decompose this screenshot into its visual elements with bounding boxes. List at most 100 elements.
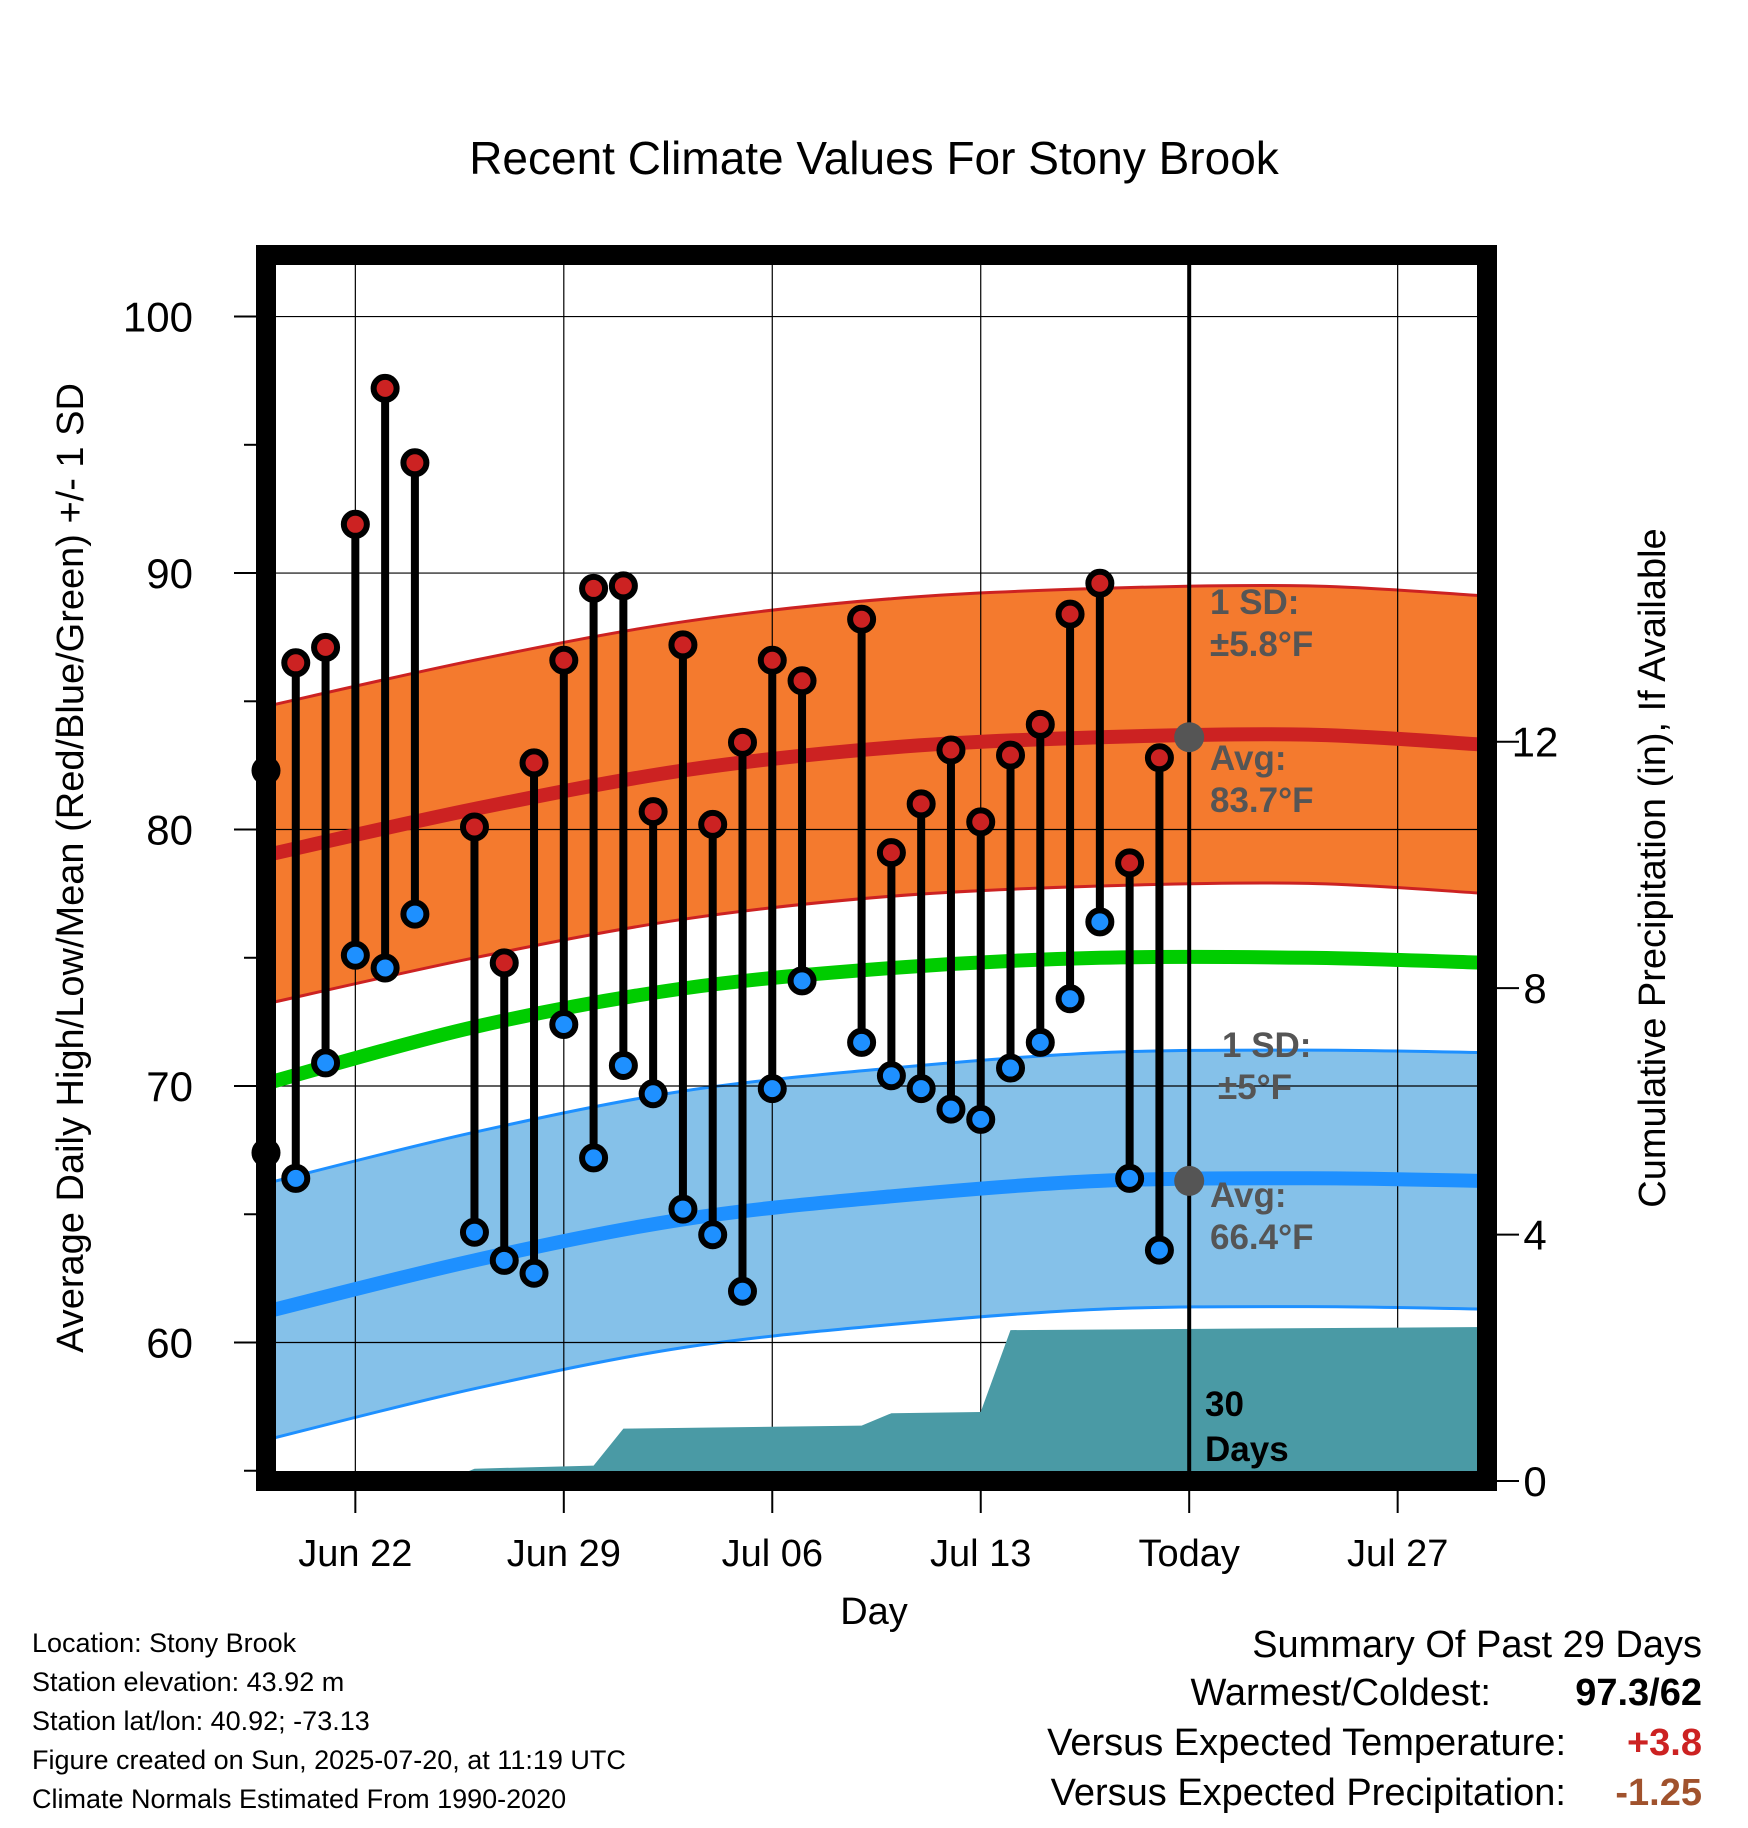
daily-high-point-jun-26 bbox=[459, 812, 489, 842]
y-tick-label-60: 60 bbox=[146, 1319, 193, 1366]
low-sd-value: ±5°F bbox=[1218, 1068, 1292, 1107]
daily-high-point-jun-24 bbox=[400, 448, 430, 478]
daily-low-point-jun-23 bbox=[370, 953, 400, 983]
precip-days-count: 30 bbox=[1205, 1385, 1244, 1424]
normal-high-line bbox=[264, 727, 1488, 863]
y2-tick-label-12: 12 bbox=[1512, 719, 1559, 766]
daily-low-point-jul-13 bbox=[966, 1104, 996, 1134]
low-sd-band-lower-edge bbox=[265, 1305, 1488, 1442]
summary-heading: Summary Of Past 29 Days bbox=[1252, 1624, 1702, 1666]
daily-low-point-jun-26 bbox=[459, 1217, 489, 1247]
daily-high-point-jul-17 bbox=[1085, 568, 1115, 598]
daily-low-point-jun-30 bbox=[579, 1143, 609, 1173]
y-tick-label-70: 70 bbox=[146, 1063, 193, 1110]
daily-high-point-jun-23 bbox=[370, 373, 400, 403]
info-created: Figure created on Sun, 2025-07-20, at 11… bbox=[32, 1745, 626, 1775]
summary-warmest-value: 97.3/62 bbox=[1575, 1672, 1702, 1714]
low-avg-label: Avg: bbox=[1210, 1176, 1286, 1215]
summary-warmest-label: Warmest/Coldest: bbox=[1190, 1672, 1491, 1714]
daily-high-point-jun-22 bbox=[340, 509, 370, 539]
daily-low-point-jul-11 bbox=[906, 1074, 936, 1104]
daily-high-point-jul-13 bbox=[966, 807, 996, 837]
daily-high-point-jul-10 bbox=[876, 838, 906, 868]
info-elevation: Station elevation: 43.92 m bbox=[32, 1667, 345, 1697]
y-tick-label-90: 90 bbox=[146, 550, 193, 597]
daily-high-point-jun-29 bbox=[549, 645, 579, 675]
y2-tick-label-8: 8 bbox=[1523, 965, 1546, 1012]
daily-high-point-jun-20 bbox=[281, 648, 311, 678]
daily-low-point-jul-02 bbox=[638, 1079, 668, 1109]
cumulative-precipitation-area bbox=[266, 1327, 1487, 1481]
daily-high-point-jul-05 bbox=[727, 727, 757, 757]
daily-high-point-jun-21 bbox=[311, 632, 341, 662]
daily-high-point-jul-14 bbox=[996, 740, 1026, 770]
daily-high-point-jul-03 bbox=[668, 630, 698, 660]
daily-low-point-jun-27 bbox=[489, 1245, 519, 1275]
summary-temp-value: +3.8 bbox=[1626, 1722, 1702, 1764]
high-sd-band bbox=[266, 585, 1487, 1004]
y2-tick-label-0: 0 bbox=[1523, 1458, 1546, 1505]
daily-high-point-jul-15 bbox=[1025, 709, 1055, 739]
daily-low-point-jul-07 bbox=[787, 966, 817, 996]
low-sd-label: 1 SD: bbox=[1222, 1026, 1311, 1065]
daily-high-point-jul-02 bbox=[638, 797, 668, 827]
daily-low-point-jul-06 bbox=[757, 1074, 787, 1104]
chart-title: Recent Climate Values For Stony Brook bbox=[469, 132, 1280, 184]
daily-low-point-jul-17 bbox=[1085, 907, 1115, 937]
daily-low-point-jul-01 bbox=[608, 1050, 638, 1080]
daily-low-point-jul-09 bbox=[847, 1027, 877, 1057]
daily-low-point-jun-28 bbox=[519, 1258, 549, 1288]
y-axis-title: Average Daily High/Low/Mean (Red/Blue/Gr… bbox=[50, 383, 92, 1353]
daily-high-point-jul-09 bbox=[847, 604, 877, 634]
info-normals: Climate Normals Estimated From 1990-2020 bbox=[32, 1784, 567, 1814]
daily-low-point-jul-16 bbox=[1055, 984, 1085, 1014]
high-sd-value: ±5.8°F bbox=[1210, 625, 1313, 664]
daily-high-point-jun-30 bbox=[579, 573, 609, 603]
daily-high-point-jul-04 bbox=[698, 809, 728, 839]
daily-high-point-jul-19 bbox=[1144, 743, 1174, 773]
summary-precip-label: Versus Expected Precipitation: bbox=[1050, 1772, 1566, 1814]
daily-low-point-jun-20 bbox=[281, 1163, 311, 1193]
daily-high-point-jul-12 bbox=[936, 735, 966, 765]
precip-days-unit: Days bbox=[1205, 1430, 1289, 1469]
daily-low-point-jun-22 bbox=[340, 940, 370, 970]
x-tick-label-jul-27: Jul 27 bbox=[1347, 1533, 1448, 1575]
summary-temp-label: Versus Expected Temperature: bbox=[1047, 1722, 1566, 1764]
daily-low-point-jul-15 bbox=[1025, 1027, 1055, 1057]
summary-precip-value: -1.25 bbox=[1615, 1772, 1702, 1814]
daily-high-point-jun-28 bbox=[519, 748, 549, 778]
daily-low-point-jul-05 bbox=[727, 1276, 757, 1306]
today-high-normal-marker bbox=[1174, 722, 1205, 753]
high-avg-label: Avg: bbox=[1210, 739, 1286, 778]
daily-low-point-jul-10 bbox=[876, 1061, 906, 1091]
today-low-normal-marker bbox=[1174, 1165, 1205, 1196]
daily-low-point-jul-04 bbox=[698, 1220, 728, 1250]
y-tick-label-80: 80 bbox=[146, 807, 193, 854]
high-avg-value: 83.7°F bbox=[1210, 781, 1314, 820]
high-sd-band-upper-edge bbox=[265, 583, 1488, 708]
daily-low-point-jul-19 bbox=[1144, 1235, 1174, 1265]
daily-low-point-jun-29 bbox=[549, 1009, 579, 1039]
info-latlon: Station lat/lon: 40.92; -73.13 bbox=[32, 1706, 370, 1736]
y-tick-label-100: 100 bbox=[123, 294, 193, 341]
y2-axis-title: Cumulative Precipitation (in), If Availa… bbox=[1632, 528, 1674, 1207]
daily-high-point-jul-07 bbox=[787, 666, 817, 696]
y2-tick-label-4: 4 bbox=[1523, 1212, 1546, 1259]
x-tick-label-jun-29: Jun 29 bbox=[507, 1533, 621, 1575]
x-tick-label-jun-22: Jun 22 bbox=[298, 1533, 412, 1575]
info-location: Location: Stony Brook bbox=[32, 1628, 297, 1658]
x-axis-title: Day bbox=[840, 1591, 908, 1633]
normal-low-line bbox=[264, 1171, 1488, 1319]
high-sd-label: 1 SD: bbox=[1210, 583, 1299, 622]
daily-high-point-jul-11 bbox=[906, 789, 936, 819]
plot-frame bbox=[256, 245, 1497, 1491]
x-tick-label-jul-06: Jul 06 bbox=[722, 1533, 823, 1575]
daily-low-point-jun-21 bbox=[311, 1048, 341, 1078]
daily-high-point-jul-16 bbox=[1055, 599, 1085, 629]
low-avg-value: 66.4°F bbox=[1210, 1218, 1314, 1257]
daily-high-point-jul-01 bbox=[608, 571, 638, 601]
daily-low-point-jun-24 bbox=[400, 899, 430, 929]
daily-low-point-jul-12 bbox=[936, 1094, 966, 1124]
daily-high-point-jun-27 bbox=[489, 948, 519, 978]
